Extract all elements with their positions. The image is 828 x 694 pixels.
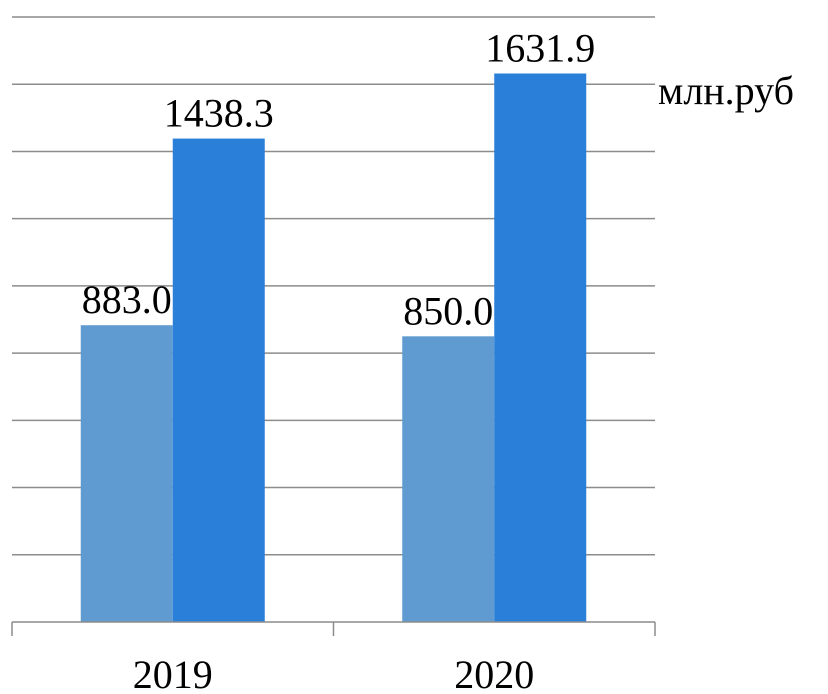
bar-series-2-2019 [172,138,265,622]
unit-label: млн.руб [658,68,794,113]
x-tick-label-2019: 2019 [133,652,213,694]
bar-series-1-2020 [402,336,495,622]
data-label-series-2-2019: 1438.3 [164,91,274,136]
x-tick-label-2020: 2020 [454,652,534,694]
data-label-series-2-2020: 1631.9 [485,26,595,71]
bar-series-2-2020 [494,73,587,623]
bars [80,73,587,623]
data-label-series-1-2020: 850.0 [403,288,493,333]
data-labels: 883.0 1438.3 850.0 1631.9 [82,26,596,334]
data-label-series-1-2019: 883.0 [82,277,172,322]
x-axis: 2019 2020 [11,621,656,694]
bar-series-1-2019 [80,325,173,622]
